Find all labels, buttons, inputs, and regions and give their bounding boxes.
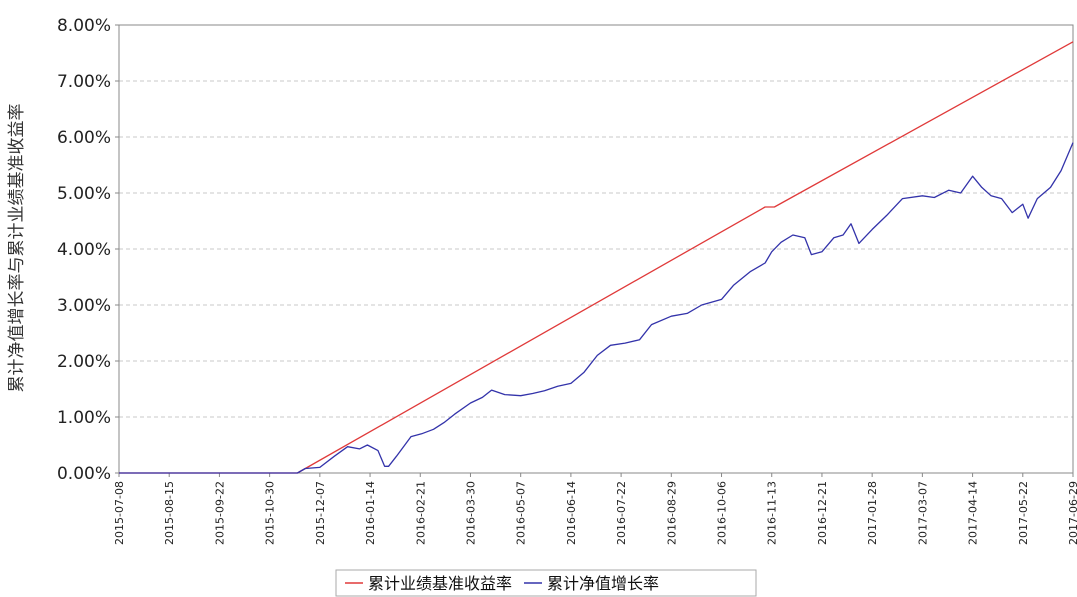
y-axis: 0.00% 1.00% 2.00% 3.00% 4.00% 5.00% 6.00% 7.00%… (57, 16, 119, 484)
y-tick-label: 0.00% (57, 464, 111, 484)
x-tick-label: 2016-12-21 (816, 481, 829, 545)
x-tick-label: 2015-10-30 (264, 481, 277, 545)
x-tick-label: 2015-09-22 (213, 481, 226, 545)
x-tick-label: 2015-08-15 (163, 481, 176, 545)
x-tick-label: 2016-08-29 (665, 481, 678, 545)
x-tick-label: 2015-12-07 (314, 481, 327, 545)
y-tick-label: 1.00% (57, 408, 111, 428)
legend-label: 累计净值增长率 (547, 574, 659, 593)
x-tick-label: 2016-10-06 (716, 481, 729, 545)
x-tick-label: 2017-05-22 (1017, 481, 1030, 545)
benchmark-return-line (119, 41, 1074, 474)
x-tick-label: 2017-03-07 (916, 481, 929, 545)
x-tick-label: 2016-05-07 (515, 481, 528, 545)
x-axis: 2015-07-08 2015-08-15 2015-09-22 2015-10-30… (113, 473, 1077, 545)
x-tick-label: 2016-11-13 (766, 481, 779, 545)
y-tick-label: 2.00% (57, 352, 111, 372)
legend: 累计业绩基准收益率 累计净值增长率 (335, 569, 757, 597)
y-tick-label: 6.00% (57, 128, 111, 148)
x-tick-label: 2016-02-21 (414, 481, 427, 545)
legend-label: 累计业绩基准收益率 (368, 574, 512, 593)
y-tick-label: 7.00% (57, 72, 111, 92)
x-tick-label: 2016-06-14 (565, 481, 578, 545)
y-tick-label: 3.00% (57, 296, 111, 316)
series-layer (119, 41, 1074, 474)
y-tick-label: 4.00% (57, 240, 111, 260)
x-tick-label: 2016-07-22 (615, 481, 628, 545)
x-tick-label: 2016-03-30 (464, 481, 477, 545)
nav-growth-line (119, 142, 1074, 474)
y-tick-label: 8.00% (57, 16, 111, 36)
x-tick-label: 2015-07-08 (113, 481, 126, 545)
legend-box (335, 569, 757, 597)
x-tick-label: 2016-01-14 (364, 481, 377, 545)
y-axis-label: 累计净值增长率与累计业绩基准收益率 (7, 104, 27, 393)
grid-lines (119, 80, 1073, 418)
x-tick-label: 2017-06-29 (1067, 481, 1077, 545)
x-tick-label: 2017-04-14 (967, 481, 980, 545)
y-tick-label: 5.00% (57, 184, 111, 204)
x-tick-label: 2017-01-28 (866, 481, 879, 545)
